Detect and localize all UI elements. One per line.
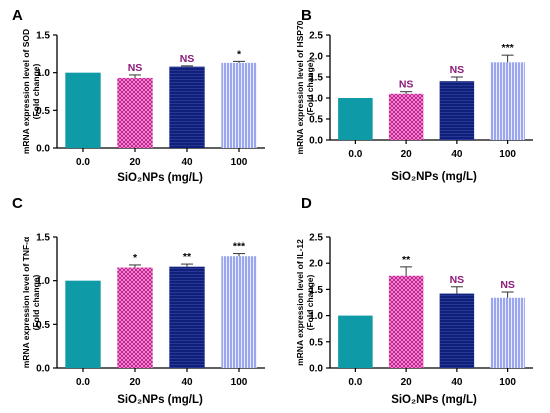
x-tick-label: 100	[231, 157, 248, 168]
y-tick-label: 0.5	[36, 320, 50, 331]
bar-40	[169, 266, 205, 368]
y-tick-label: 2.0	[309, 52, 323, 63]
y-axis-label-unit: (Fold change)	[305, 274, 315, 330]
x-tick-label: 0.0	[76, 377, 90, 388]
y-axis-label-unit: (Fold change)	[31, 274, 41, 330]
y-axis-label: mRNA expression level of IL-12	[295, 239, 305, 366]
bar-20	[388, 93, 424, 140]
y-tick-label: 1.0	[309, 94, 323, 105]
bar-100	[221, 256, 257, 368]
y-tick-label: 0.5	[309, 337, 323, 348]
panel-a: A 0.0 0.5 1.0 1.5 mRNA expression level of SO…	[12, 7, 265, 184]
y-tick-label: 2.5	[309, 31, 323, 42]
y-tick-label: 1.5	[309, 285, 323, 296]
bar-0.0	[65, 72, 101, 148]
x-tick-label: 0.0	[76, 157, 90, 168]
bar-20	[117, 267, 153, 368]
x-tick-label: 20	[129, 157, 141, 168]
bar-0.0	[338, 98, 373, 140]
x-tick-label: 20	[401, 149, 413, 160]
panel-b: B 0.0 0.5 1.0 1.5 2.0 2.5 mRNA expression level…	[295, 7, 533, 183]
bar-100	[221, 62, 257, 148]
bar-100	[490, 62, 525, 140]
significance-label: ***	[233, 241, 246, 253]
y-axis-label-unit: (Fold change)	[305, 59, 315, 115]
y-tick-label: 0.0	[309, 364, 323, 375]
y-tick-label: 1.5	[36, 233, 50, 244]
bar-20	[117, 77, 153, 148]
significance-label: NS	[180, 53, 195, 65]
y-axis-label: mRNA expression level of SOD	[21, 29, 31, 154]
x-tick-label: 0.0	[348, 377, 362, 388]
y-tick-label: 1.0	[36, 276, 50, 287]
x-axis-label: SiO₂NPs (mg/L)	[117, 172, 203, 184]
significance-label: **	[402, 254, 411, 266]
x-tick-label: 100	[499, 377, 516, 388]
significance-label: *	[133, 252, 138, 264]
x-axis-label: SiO₂NPs (mg/L)	[391, 394, 477, 406]
significance-label: NS	[450, 274, 465, 286]
panel-letter: A	[12, 7, 23, 24]
y-tick-label: 0.5	[36, 106, 50, 117]
y-tick-label: 2.0	[309, 259, 323, 270]
significance-label: *	[237, 48, 242, 60]
y-tick-label: 0.0	[309, 136, 323, 147]
y-tick-label: 1.0	[36, 68, 50, 79]
x-tick-label: 100	[499, 149, 516, 160]
x-tick-label: 20	[401, 377, 413, 388]
x-tick-label: 0.0	[348, 149, 362, 160]
x-tick-label: 100	[231, 377, 248, 388]
significance-label: NS	[128, 62, 143, 74]
y-tick-label: 1.5	[309, 73, 323, 84]
bar-0.0	[338, 315, 373, 368]
significance-label: NS	[399, 79, 414, 91]
bar-0.0	[65, 280, 101, 368]
x-tick-label: 40	[451, 149, 463, 160]
panel-letter: B	[301, 7, 312, 24]
x-axis-label: SiO₂NPs (mg/L)	[391, 171, 477, 183]
panel-c: C 0.0 0.5 1.0 1.5 mRNA expression level of TN…	[12, 195, 265, 406]
x-tick-label: 20	[129, 377, 141, 388]
y-tick-label: 1.0	[309, 311, 323, 322]
y-axis-label-unit: (Fold change)	[31, 63, 41, 119]
panel-d: D 0.0 0.5 1.0 1.5 2.0 2.5 mRNA expression level…	[295, 195, 533, 406]
x-tick-label: 40	[181, 377, 193, 388]
x-tick-label: 40	[181, 157, 193, 168]
y-tick-label: 2.5	[309, 233, 323, 244]
bar-20	[388, 275, 424, 368]
significance-label: **	[183, 251, 192, 263]
y-tick-label: 1.5	[36, 31, 50, 42]
panel-letter: D	[301, 195, 312, 212]
x-axis-label: SiO₂NPs (mg/L)	[117, 394, 203, 406]
x-tick-label: 40	[451, 377, 463, 388]
bar-40	[169, 66, 205, 148]
y-tick-label: 0.0	[36, 364, 50, 375]
significance-label: NS	[500, 279, 515, 291]
y-axis-label: mRNA expression level of TNF-α	[21, 236, 31, 368]
y-tick-label: 0.5	[309, 115, 323, 126]
bar-40	[439, 81, 475, 140]
bar-40	[439, 293, 475, 368]
significance-label: NS	[450, 64, 465, 76]
significance-label: ***	[501, 42, 514, 54]
bar-100	[490, 297, 525, 368]
panel-letter: C	[12, 195, 23, 212]
y-tick-label: 0.0	[36, 144, 50, 155]
y-axis-label: mRNA expression level of HSP70	[295, 20, 305, 154]
